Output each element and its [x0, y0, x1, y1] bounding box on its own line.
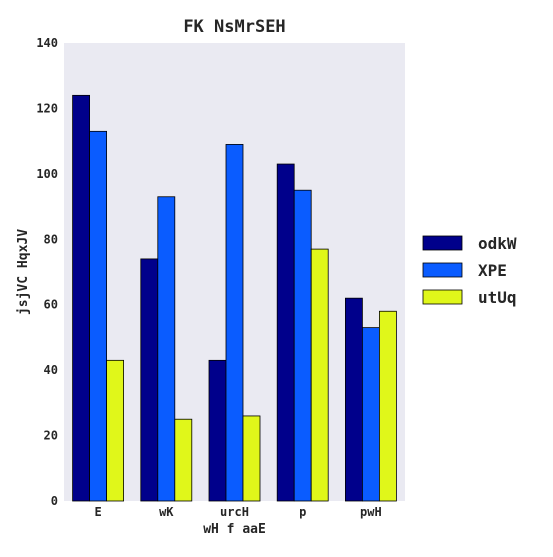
- legend-swatch-utUq: [422, 289, 463, 305]
- y-tick-label: 40: [44, 363, 58, 377]
- bar-odkW-urcH: [208, 359, 227, 502]
- y-tick-label: 60: [44, 298, 58, 312]
- bar-odkW-E: [72, 94, 90, 502]
- y-tick-label: 20: [44, 429, 58, 443]
- bar-utUq-p: [310, 248, 329, 502]
- x-tick-label: urcH: [220, 505, 249, 519]
- legend-swatch-XPE: [422, 262, 463, 278]
- legend: odkW XPE utUq: [422, 234, 517, 307]
- y-tick-label: 100: [36, 167, 58, 181]
- bar-odkW-p: [276, 163, 295, 502]
- bar-XPE-pwH: [361, 327, 380, 502]
- y-axis-ticks: 0 20 40 60 80 100 120 140: [36, 36, 58, 508]
- chart-title: FK NsMrSEH: [183, 17, 285, 37]
- x-tick-label: wK: [159, 505, 174, 519]
- y-tick-label: 0: [51, 494, 58, 508]
- x-tick-label: E: [94, 505, 101, 519]
- x-tick-label: p: [299, 505, 306, 519]
- x-tick-label: pwH: [360, 505, 382, 519]
- legend-label: odkW: [478, 234, 517, 253]
- bar-utUq-wK: [174, 418, 193, 502]
- y-tick-label: 140: [36, 36, 58, 50]
- legend-swatch-odkW: [422, 235, 463, 251]
- bar-utUq-E: [106, 359, 124, 502]
- bar-utUq-urcH: [242, 415, 261, 502]
- y-axis-label: jsjVC HqxJV: [16, 229, 31, 315]
- y-tick-label: 120: [36, 101, 58, 115]
- bar-odkW-wK: [140, 258, 159, 502]
- bar-utUq-pwH: [378, 310, 397, 502]
- bar-XPE-urcH: [225, 144, 244, 502]
- bar-XPE-E: [89, 130, 107, 502]
- y-tick-label: 80: [44, 232, 58, 246]
- bar-odkW-pwH: [344, 297, 363, 502]
- legend-label: XPE: [478, 261, 507, 280]
- bar-XPE-p: [293, 189, 312, 502]
- bar-XPE-wK: [157, 196, 176, 502]
- bars: [72, 94, 397, 502]
- x-axis-label: wH f aaE: [203, 522, 266, 537]
- legend-label: utUq: [478, 288, 517, 307]
